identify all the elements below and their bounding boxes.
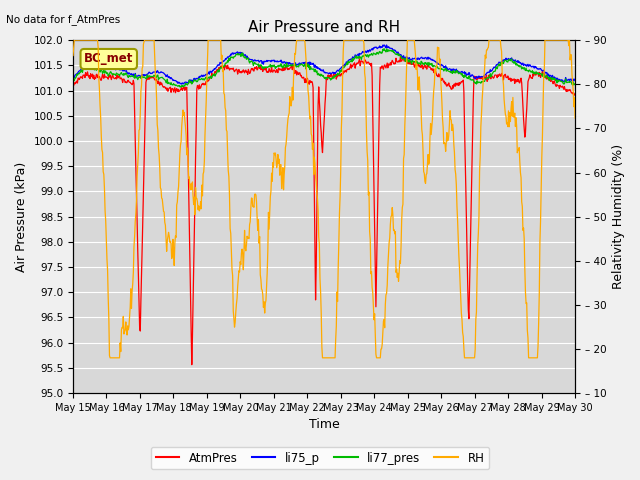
Text: BC_met: BC_met xyxy=(84,52,134,65)
Text: No data for f_AtmPres: No data for f_AtmPres xyxy=(6,14,121,25)
Y-axis label: Relativity Humidity (%): Relativity Humidity (%) xyxy=(612,144,625,289)
Legend: AtmPres, li75_p, li77_pres, RH: AtmPres, li75_p, li77_pres, RH xyxy=(151,447,489,469)
Y-axis label: Air Pressure (kPa): Air Pressure (kPa) xyxy=(15,161,28,272)
X-axis label: Time: Time xyxy=(308,419,339,432)
Title: Air Pressure and RH: Air Pressure and RH xyxy=(248,20,400,35)
